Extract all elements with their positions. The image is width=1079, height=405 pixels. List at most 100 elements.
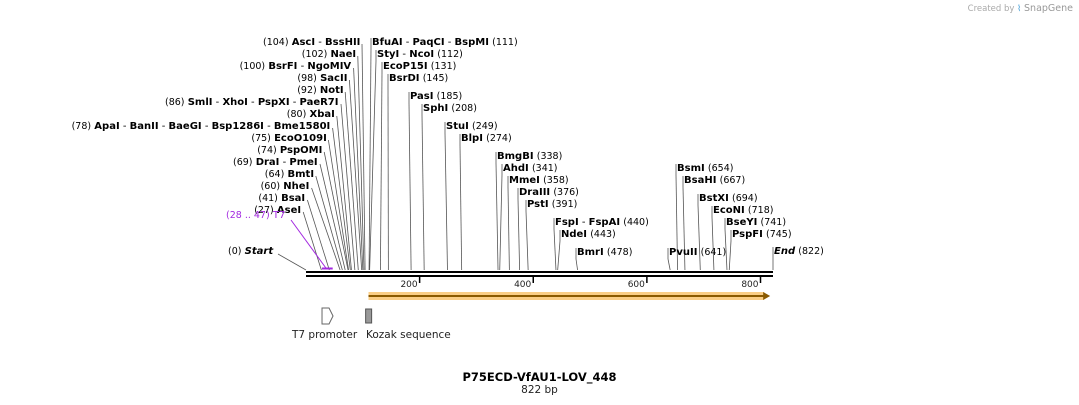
enzyme-name: NheI: [283, 181, 310, 192]
cut-site-leaders: [277, 38, 774, 271]
enzyme-name: EcoP15I: [383, 61, 428, 72]
enzyme-label[interactable]: (102) NaeI: [302, 49, 356, 61]
enzyme-label[interactable]: BstXI (694): [699, 193, 758, 205]
cut-position: (338): [536, 151, 563, 162]
enzyme-name: NdeI: [561, 229, 588, 240]
enzyme-name: PasI: [410, 91, 434, 102]
enzyme-label[interactable]: SphI (208): [423, 103, 477, 115]
enzyme-label[interactable]: BseYI (741): [726, 217, 786, 229]
enzyme-label[interactable]: DraIII (376): [519, 187, 579, 199]
enzyme-label[interactable]: (75) EcoO109I: [251, 133, 326, 145]
enzyme-name: BfuAI: [372, 37, 403, 48]
sequence-name: P75ECD-VfAU1-LOV_448: [462, 370, 617, 384]
enzyme-label[interactable]: (27) AseI: [254, 205, 301, 217]
enzyme-name: StyI: [377, 49, 400, 60]
enzyme-label[interactable]: MmeI (358): [509, 175, 569, 187]
cut-leader: [421, 114, 425, 271]
enzyme-label[interactable]: EcoP15I (131): [383, 61, 456, 73]
cut-leader: [575, 258, 578, 271]
cut-leader: [349, 79, 363, 271]
cut-position: (641): [700, 247, 727, 258]
cut-position: (74): [257, 145, 277, 156]
kozak-block[interactable]: [365, 308, 373, 324]
enzyme-label[interactable]: (78) ApaI - BanII - BaeGI - Bsp1286I - B…: [71, 121, 331, 132]
enzyme-label[interactable]: (100) BsrFI - NgoMIV: [239, 61, 352, 72]
cut-leader: [499, 174, 503, 271]
enzyme-label[interactable]: PvuII (641): [669, 247, 726, 259]
enzyme-name: Bsp1286I: [211, 121, 264, 132]
enzyme-label[interactable]: BmrI (478): [577, 247, 632, 259]
enzyme-name: PspXI: [257, 97, 290, 108]
enzyme-name: SmlI: [187, 97, 213, 108]
cut-position: (358): [543, 175, 569, 186]
cut-position: (274): [486, 133, 512, 144]
enzyme-name: FspAI: [588, 217, 621, 228]
cut-leader: [328, 139, 350, 271]
t7-range: (28 .. 47): [226, 210, 270, 221]
cut-position: (145): [422, 73, 449, 84]
t7-name: T7: [272, 210, 286, 221]
enzyme-name: DraIII: [519, 187, 551, 198]
enzyme-name: BsaHI: [684, 175, 717, 186]
enzyme-name: BstXI: [699, 193, 729, 204]
cut-position: (440): [623, 217, 649, 228]
cut-position: (102): [301, 49, 328, 60]
cut-leader: [444, 132, 448, 271]
kozak-label[interactable]: Kozak sequence: [366, 329, 451, 341]
enzyme-label[interactable]: BsrDI (145): [389, 73, 448, 85]
enzyme-label[interactable]: (74) PspOMI: [257, 145, 322, 157]
ruler-tick-label: 200: [400, 280, 417, 290]
enzyme-label[interactable]: StuI (249): [446, 121, 498, 133]
enzyme-label[interactable]: (104) AscI - BssHII: [263, 37, 361, 48]
enzyme-label[interactable]: PasI (185): [410, 91, 462, 103]
enzyme-label[interactable]: BsmI (654): [677, 163, 733, 175]
enzyme-label[interactable]: (69) DraI - PmeI: [233, 157, 318, 168]
enzyme-name: ApaI: [94, 121, 120, 132]
enzyme-label[interactable]: BsaHI (667): [684, 175, 745, 187]
cut-position: (208): [451, 103, 477, 114]
cut-position: (75): [251, 133, 271, 144]
enzyme-label[interactable]: PspFI (745): [732, 229, 792, 241]
cut-leader: [495, 162, 499, 271]
cut-position: (78): [71, 121, 92, 132]
enzyme-label[interactable]: BfuAI - PaqCI - BspMI (111): [372, 37, 518, 48]
cut-position: (92): [297, 85, 317, 96]
cut-position: (745): [766, 229, 792, 240]
ruler-tick-label: 600: [628, 280, 645, 290]
enzyme-label[interactable]: AhdI (341): [503, 163, 557, 175]
enzyme-label[interactable]: (80) XbaI: [287, 109, 335, 121]
cut-position: (391): [551, 199, 578, 210]
enzyme-name: MmeI: [509, 175, 540, 186]
snapgene-name: SnapGene: [1024, 3, 1073, 14]
cut-leader: [728, 240, 732, 271]
end-text: End: [774, 246, 796, 257]
cut-position: (376): [553, 187, 579, 198]
t7-site-label[interactable]: (28 .. 47) T7: [226, 210, 285, 222]
enzyme-label[interactable]: (92) NotI: [297, 85, 343, 97]
cut-position: (478): [606, 247, 633, 258]
enzyme-name: BmrI: [577, 247, 604, 258]
enzyme-label[interactable]: (64) BmtI: [265, 169, 314, 181]
enzyme-name: PaqCI: [412, 37, 445, 48]
enzyme-label[interactable]: StyI - NcoI (112): [377, 49, 463, 60]
enzyme-label[interactable]: (86) SmlI - XhoI - PspXI - PaeR7I: [165, 97, 339, 108]
sequence-length: 822 bp: [521, 384, 558, 396]
enzyme-label[interactable]: BmgBI (338): [497, 151, 562, 163]
cut-leader: [380, 72, 383, 271]
enzyme-label[interactable]: (60) NheI: [261, 181, 310, 193]
t7-promoter-label[interactable]: T7 promoter: [292, 329, 358, 341]
cut-position: (667): [719, 175, 746, 186]
enzyme-label[interactable]: (41) BsaI: [258, 193, 305, 205]
enzyme-label[interactable]: (98) SacII: [297, 73, 347, 85]
cut-position: (80): [286, 109, 307, 120]
enzyme-label[interactable]: BlpI (274): [461, 133, 512, 145]
end-pos: (822): [798, 246, 824, 257]
enzyme-label[interactable]: EcoNI (718): [713, 205, 773, 217]
promoter-icon[interactable]: [321, 307, 334, 325]
enzyme-label[interactable]: FspI - FspAI (440): [555, 217, 649, 228]
enzyme-name: NaeI: [330, 49, 357, 60]
enzyme-name: BsrDI: [389, 73, 420, 84]
cut-position: (341): [531, 163, 558, 174]
enzyme-label[interactable]: NdeI (443): [561, 229, 616, 241]
enzyme-label[interactable]: PstI (391): [527, 199, 577, 211]
